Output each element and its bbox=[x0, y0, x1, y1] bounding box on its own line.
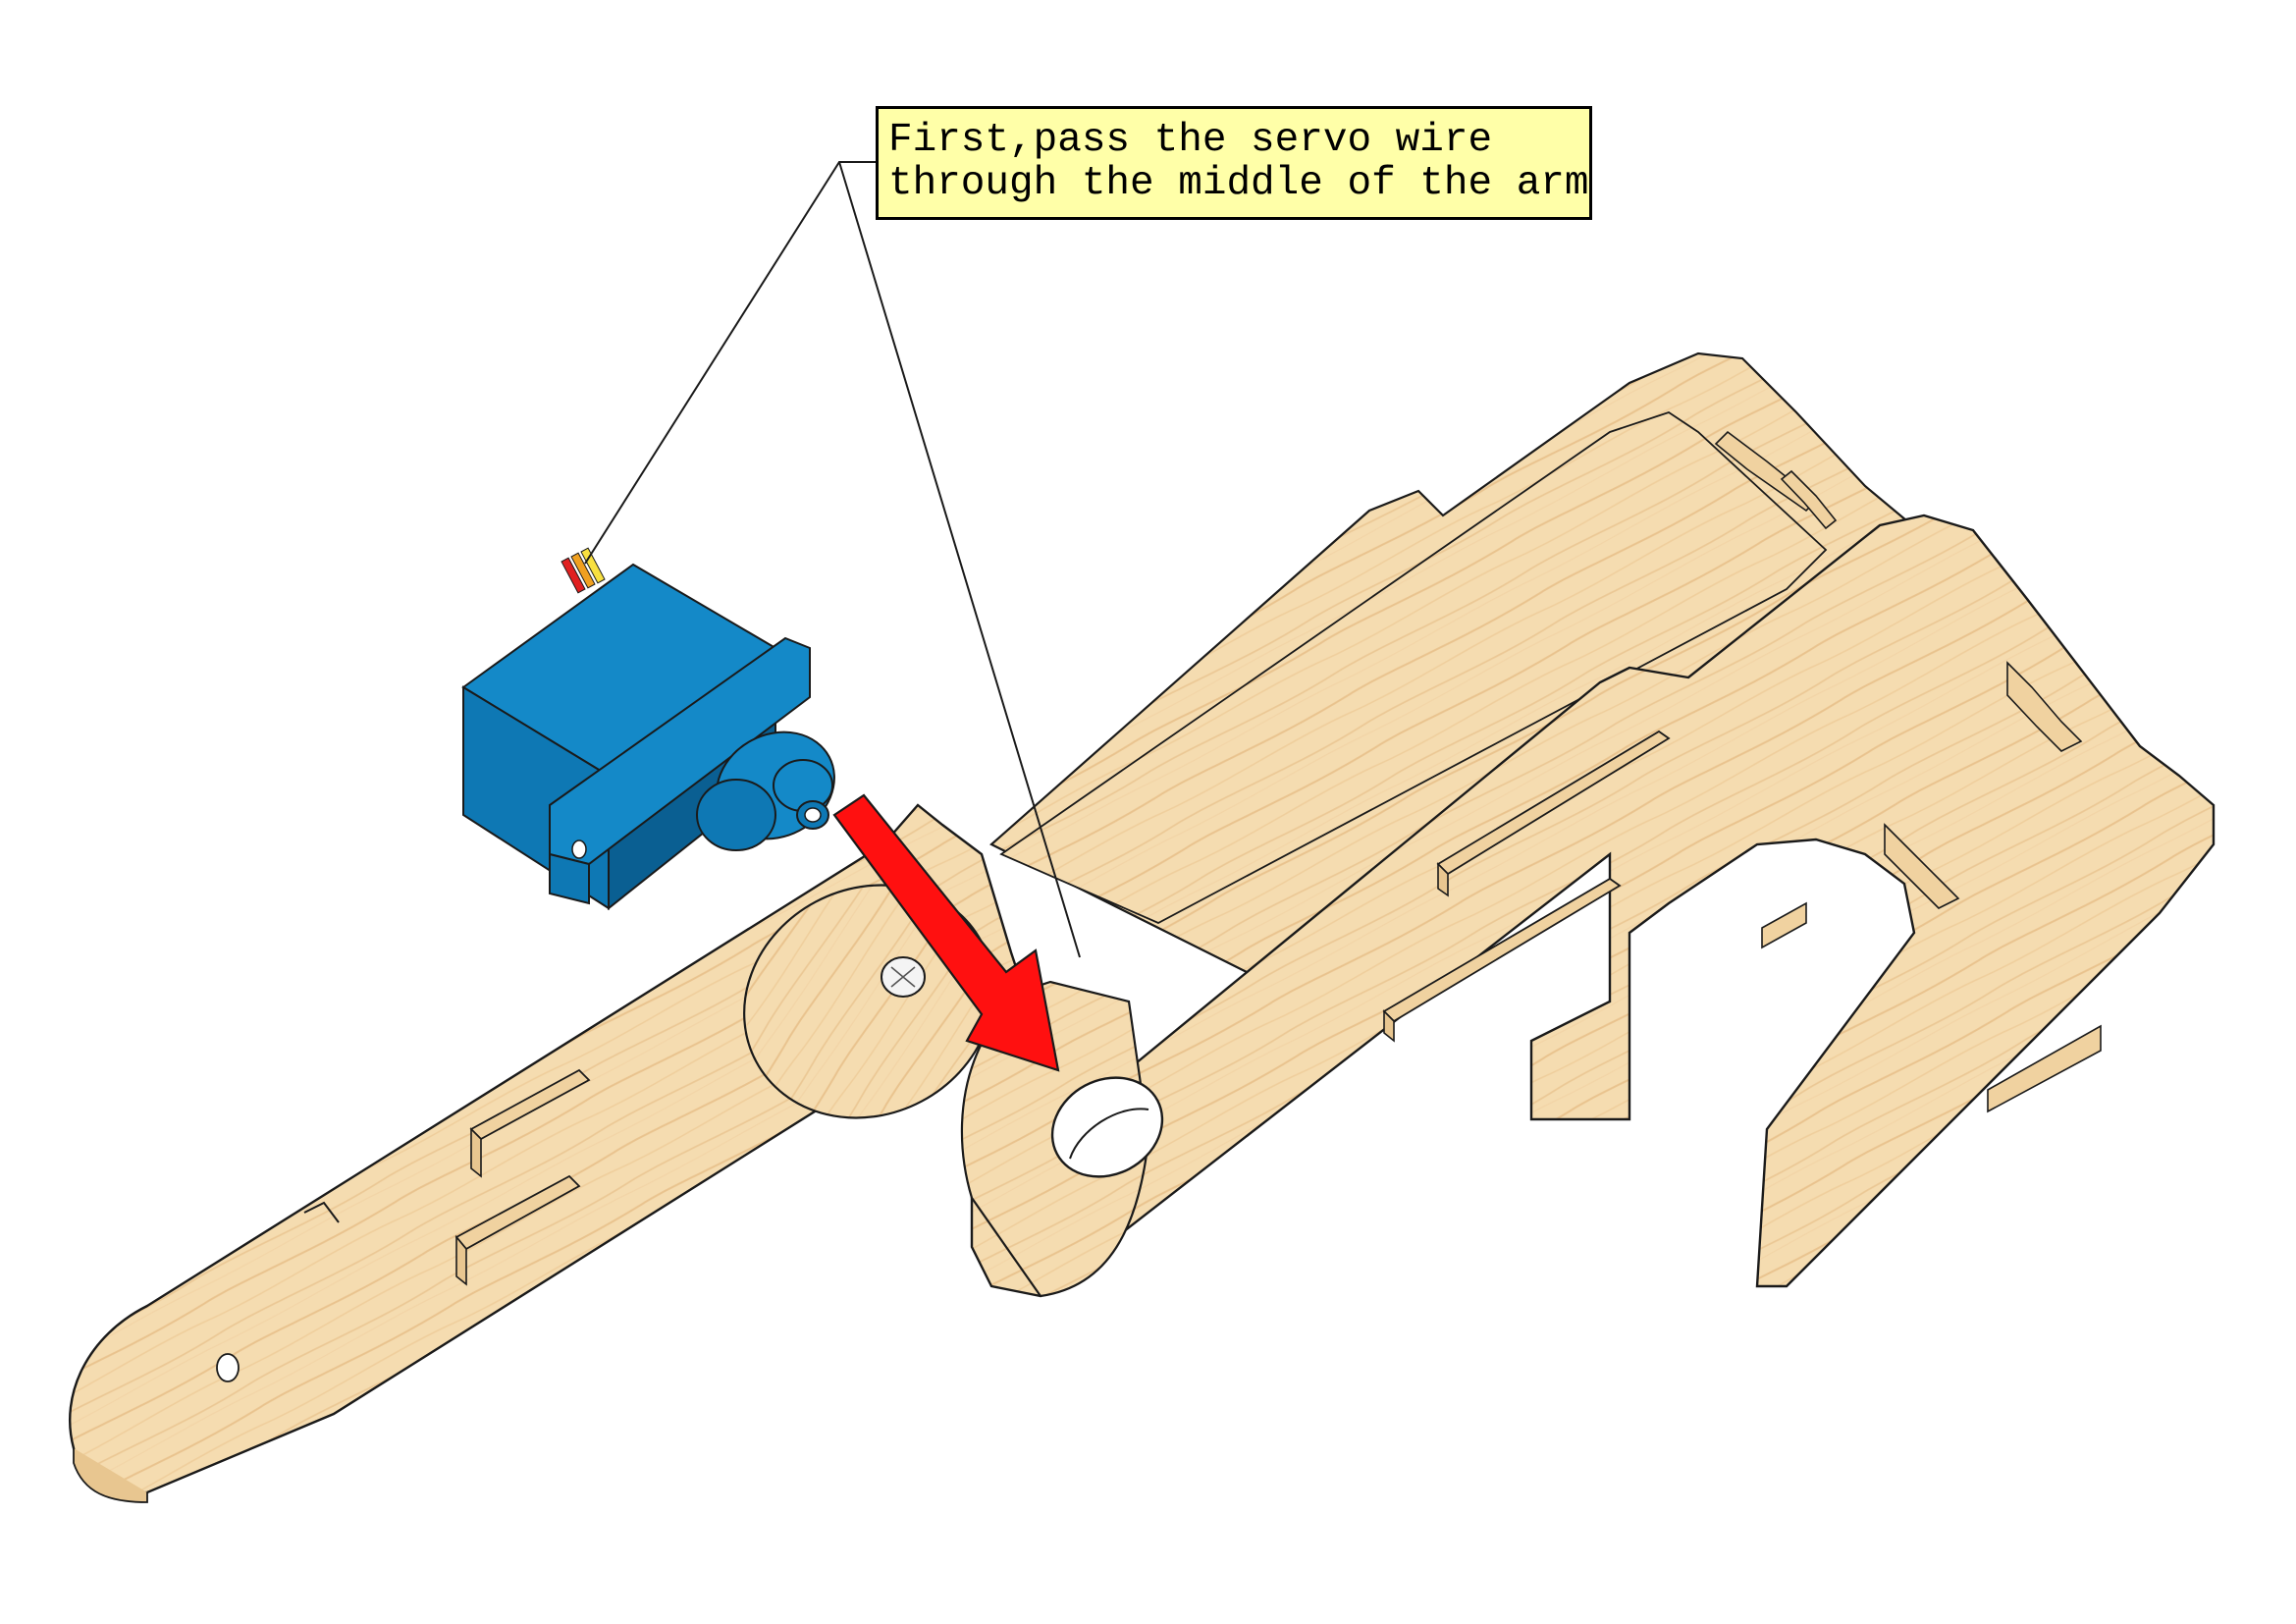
direction-arrow bbox=[832, 793, 1060, 1072]
side-plate bbox=[960, 514, 2216, 1298]
leader-lines bbox=[584, 161, 1081, 958]
upper-plate bbox=[989, 352, 1955, 984]
callout-line-2: through the middle of the arm bbox=[888, 161, 1589, 206]
servo-motor bbox=[461, 547, 835, 911]
callout-line-1: First,pass the servo wire bbox=[888, 118, 1493, 163]
lower-arm bbox=[69, 803, 1023, 1503]
servo-wires bbox=[561, 547, 606, 594]
instruction-callout: First,pass the servo wire through the mi… bbox=[876, 106, 1592, 220]
